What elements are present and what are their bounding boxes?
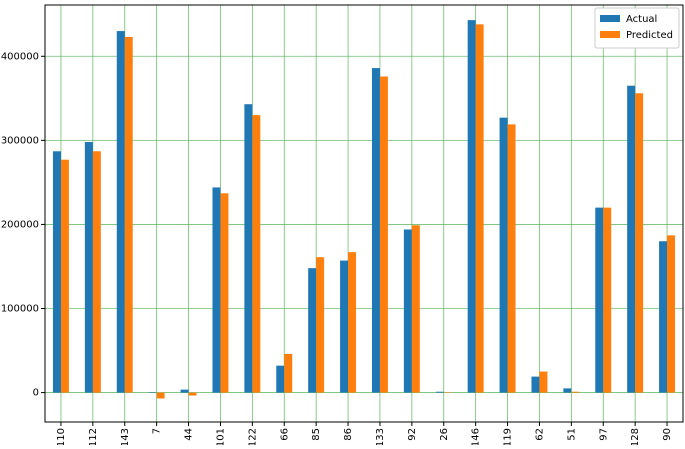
bar <box>627 86 635 393</box>
bar <box>244 104 252 392</box>
bar <box>372 68 380 393</box>
bar <box>476 24 484 392</box>
x-tick-label: 86 <box>343 428 354 441</box>
legend-swatch <box>600 31 620 38</box>
bar <box>667 235 675 392</box>
bar <box>595 208 603 393</box>
bar <box>125 37 133 393</box>
x-tick-label: 112 <box>88 428 99 445</box>
x-tick-label: 101 <box>215 428 226 445</box>
bar <box>603 208 611 393</box>
x-tick-label: 85 <box>311 428 322 441</box>
bar <box>531 377 539 393</box>
legend: Actual Predicted <box>595 8 679 48</box>
bar <box>61 160 69 393</box>
bar <box>252 115 260 392</box>
bar <box>468 20 476 392</box>
x-tick-label: 119 <box>503 428 514 445</box>
x-tick-label: 143 <box>120 428 131 445</box>
bar <box>316 257 324 392</box>
x-tick-label: 92 <box>407 428 418 441</box>
bar <box>571 392 579 393</box>
legend-swatch <box>600 15 620 22</box>
legend-label: Predicted <box>626 30 673 41</box>
bar <box>181 390 189 393</box>
x-tick-label: 7 <box>152 428 163 434</box>
bar <box>635 93 643 392</box>
bar <box>348 252 356 392</box>
y-tick-label: 300000 <box>1 135 39 146</box>
x-tick-label: 66 <box>279 428 290 441</box>
x-tick-label: 62 <box>534 428 545 441</box>
x-tick-label: 51 <box>566 428 577 441</box>
y-tick-label: 400000 <box>1 51 39 62</box>
x-tick-label: 90 <box>662 428 673 441</box>
bar <box>412 225 420 392</box>
x-tick-label: 26 <box>439 428 450 441</box>
bar <box>500 118 508 393</box>
x-tick-label: 110 <box>56 428 67 445</box>
bar <box>508 124 516 392</box>
bar <box>85 142 93 393</box>
bar <box>380 76 388 392</box>
bar <box>53 151 61 392</box>
bar <box>117 31 125 393</box>
bar <box>539 372 547 393</box>
bar <box>436 392 444 393</box>
x-tick-label: 97 <box>598 428 609 441</box>
y-tick-label: 100000 <box>1 304 39 315</box>
bar <box>563 388 571 392</box>
bar <box>220 193 228 392</box>
x-tick-label: 122 <box>247 428 258 445</box>
bar <box>93 151 101 392</box>
bar <box>189 393 197 396</box>
bar <box>308 268 316 392</box>
plot-frame <box>45 5 683 422</box>
bar <box>212 187 220 392</box>
y-tick-label: 200000 <box>1 219 39 230</box>
bar <box>659 241 667 392</box>
legend-label: Actual <box>626 14 657 25</box>
bar <box>340 261 348 393</box>
x-tick-label: 128 <box>630 428 641 445</box>
x-tick-label: 146 <box>471 428 482 445</box>
y-tick-label: 0 <box>33 388 39 399</box>
x-tick-label: 133 <box>375 428 386 445</box>
bar <box>284 354 292 393</box>
bar <box>404 229 412 392</box>
x-tick-label: 44 <box>184 428 195 441</box>
bar <box>276 366 284 393</box>
bar <box>157 393 165 399</box>
